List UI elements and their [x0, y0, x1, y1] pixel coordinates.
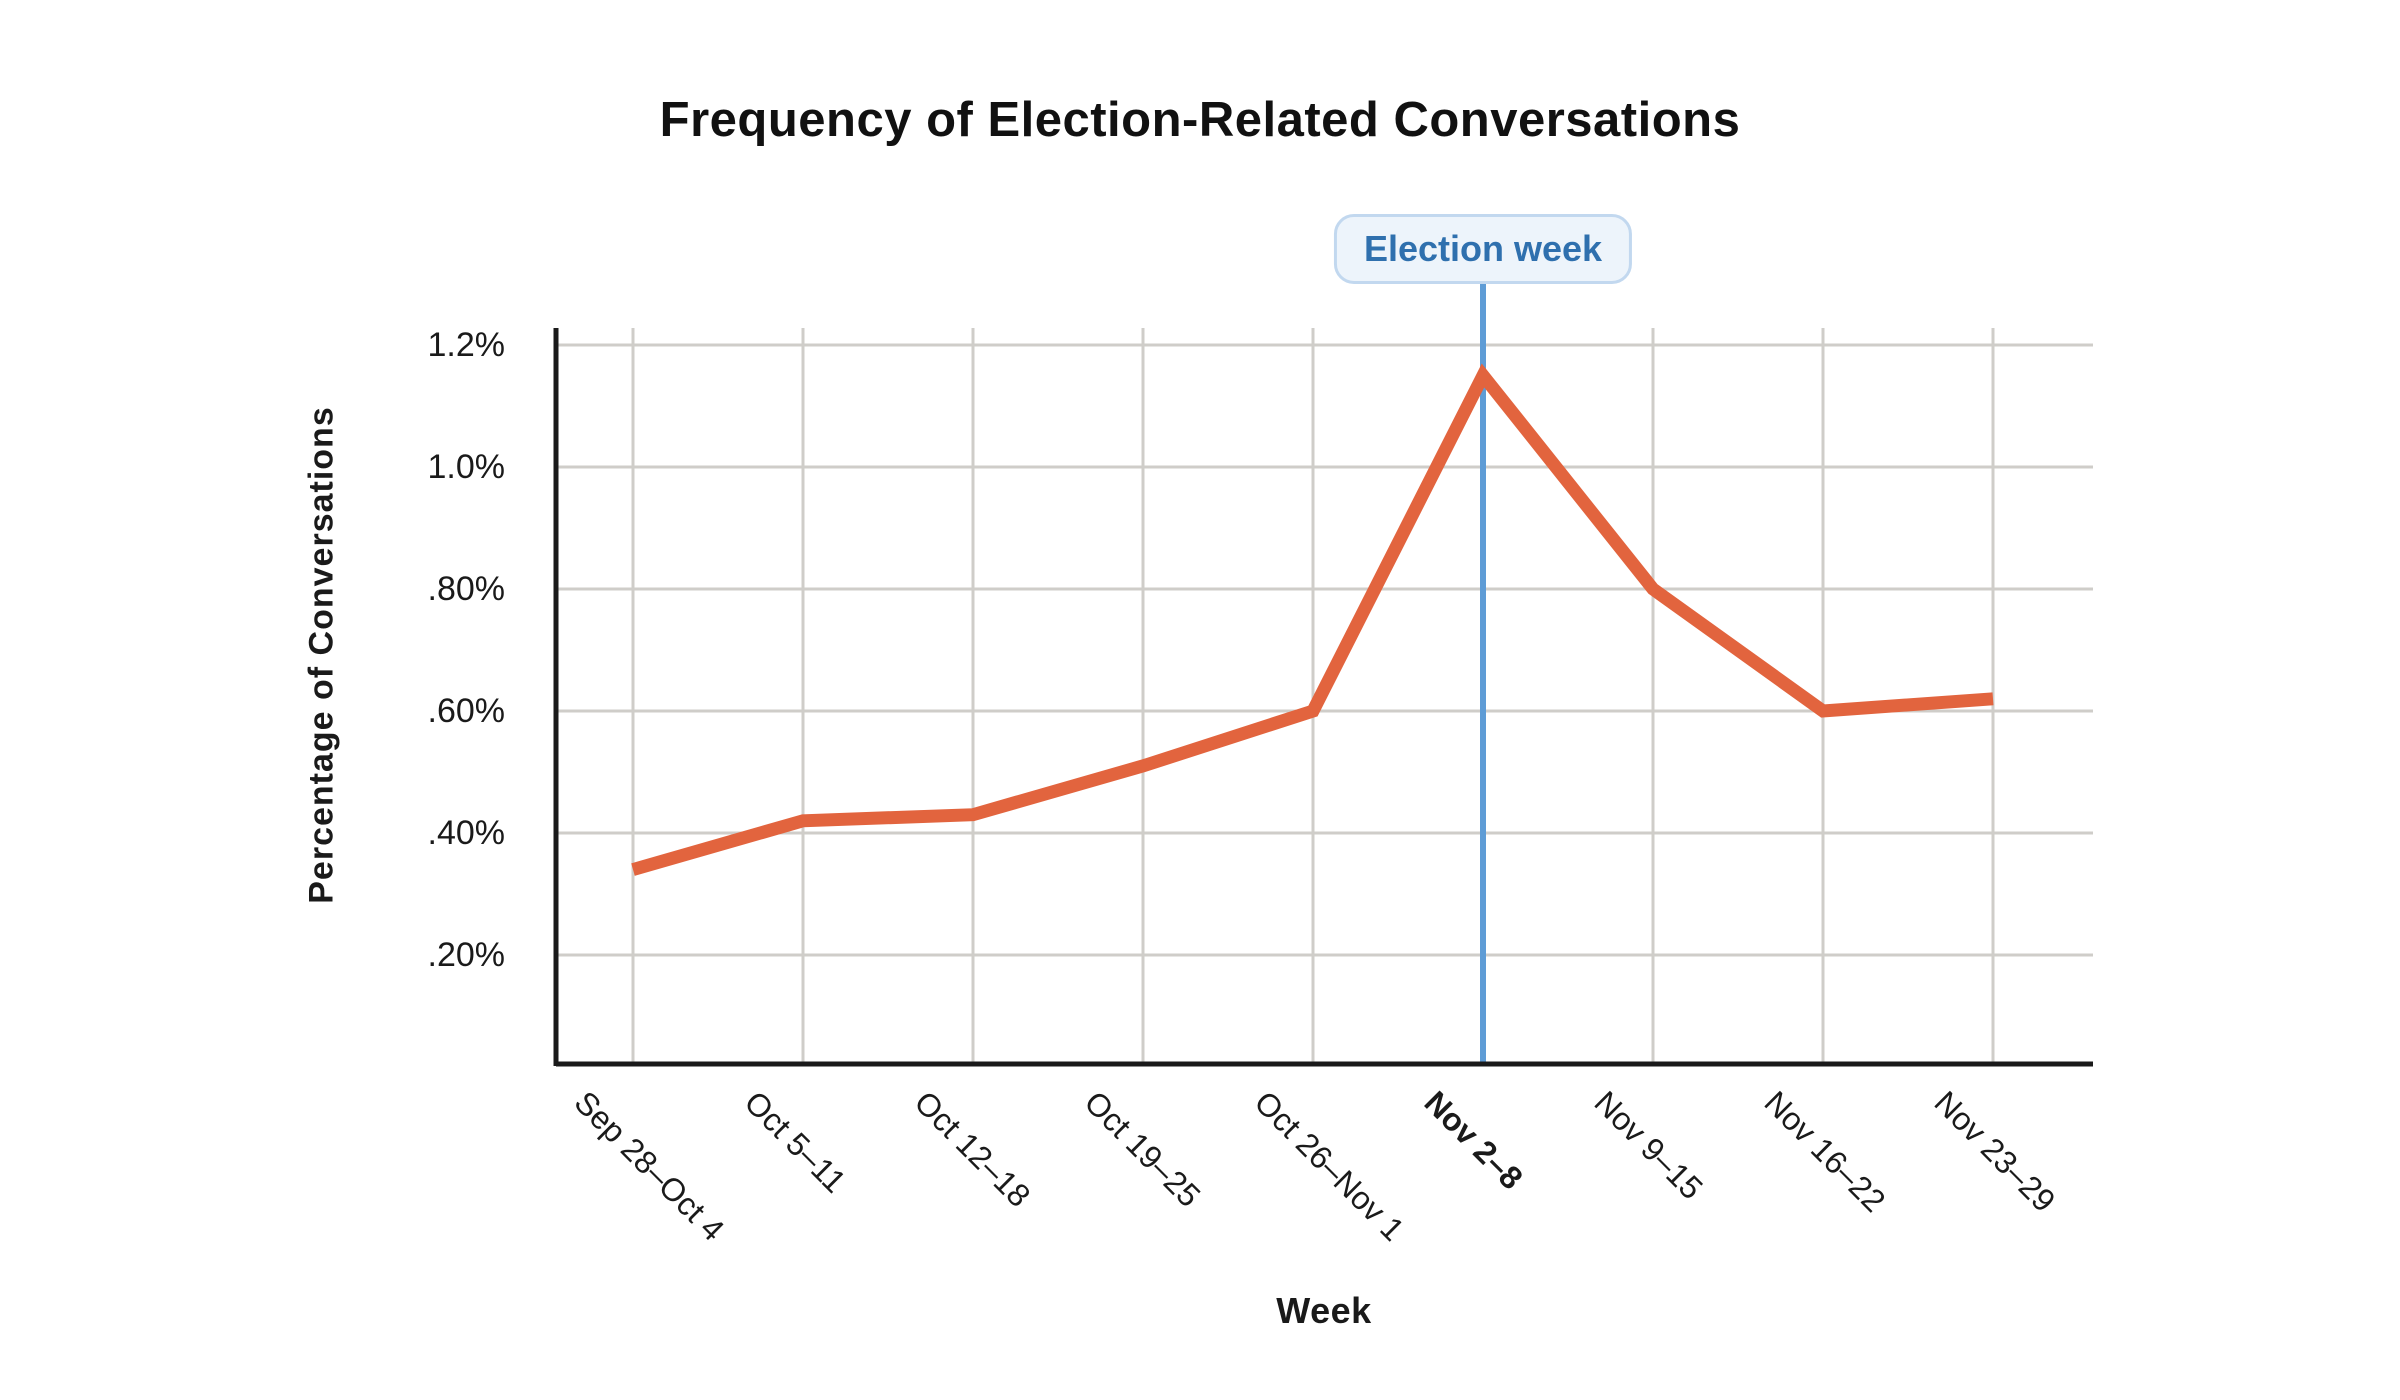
- y-tick-label: .40%: [427, 814, 506, 852]
- y-tick-label: 1.2%: [427, 326, 506, 364]
- y-tick-label: .20%: [427, 936, 506, 974]
- y-axis-title: Percentage of Conversations: [302, 406, 341, 904]
- y-tick-label: 1.0%: [427, 448, 506, 486]
- x-axis-title: Week: [1276, 1290, 1372, 1331]
- election-week-badge: Election week: [1333, 214, 1633, 284]
- chart-title: Frequency of Election-Related Conversati…: [659, 93, 1741, 147]
- conversation-frequency-line: [631, 363, 1994, 876]
- y-tick-label: .80%: [427, 570, 506, 608]
- y-tick-label: .60%: [427, 692, 506, 730]
